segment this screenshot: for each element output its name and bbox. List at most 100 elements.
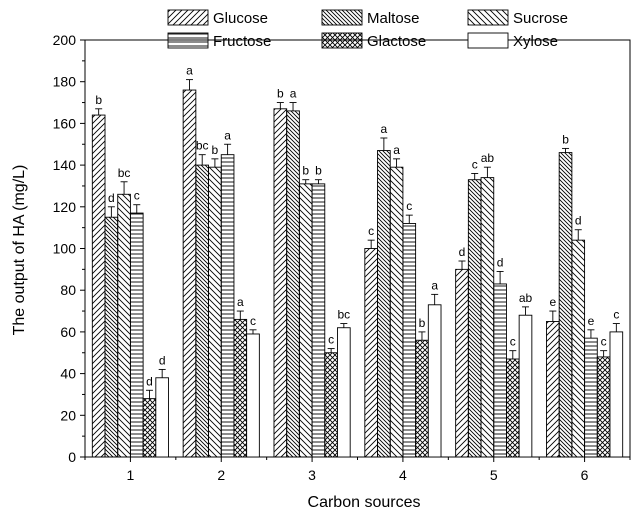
significance-letter: b xyxy=(562,132,569,146)
bar xyxy=(480,177,495,458)
bar xyxy=(467,179,482,458)
bar xyxy=(546,321,560,458)
bar xyxy=(286,110,300,458)
significance-letter: a xyxy=(224,128,231,142)
bar xyxy=(427,304,442,458)
legend-swatch xyxy=(167,32,209,49)
bar xyxy=(493,283,507,458)
bar xyxy=(142,398,157,458)
bar xyxy=(402,223,417,458)
significance-letter: d xyxy=(108,191,115,205)
x-tick-label: 5 xyxy=(490,467,498,483)
y-tick-label: 180 xyxy=(53,74,77,90)
significance-letter: c xyxy=(510,335,516,349)
y-tick-label: 160 xyxy=(53,115,77,131)
bar xyxy=(571,239,586,458)
legend-swatch xyxy=(321,32,363,49)
bar xyxy=(104,216,119,458)
y-axis-label: The output of HA (mg/L) xyxy=(11,165,28,336)
bar xyxy=(91,114,106,458)
legend-label: Maltose xyxy=(367,10,420,27)
y-tick-label: 20 xyxy=(60,407,76,423)
x-axis-label: Carbon sources xyxy=(308,494,421,511)
bar xyxy=(129,212,144,458)
bar xyxy=(455,268,469,458)
bar xyxy=(518,314,533,458)
significance-letter: bc xyxy=(118,166,131,180)
x-tick-label: 1 xyxy=(127,467,135,483)
bar xyxy=(415,339,429,458)
significance-letter: a xyxy=(237,295,244,309)
legend-swatch xyxy=(167,9,209,26)
significance-letter: b xyxy=(302,164,309,178)
significance-letter: bc xyxy=(196,139,209,153)
y-tick-label: 100 xyxy=(53,241,77,257)
bar xyxy=(195,164,210,458)
legend-swatch xyxy=(467,9,509,26)
significance-letter: c xyxy=(472,157,478,171)
bar xyxy=(389,166,404,458)
significance-letter: ab xyxy=(481,151,495,165)
significance-letter: e xyxy=(588,314,595,328)
y-tick-label: 60 xyxy=(60,324,76,340)
bar xyxy=(364,248,378,458)
significance-letter: a xyxy=(431,278,438,292)
significance-letter: e xyxy=(549,295,556,309)
x-tick-label: 4 xyxy=(399,467,407,483)
significance-letter: ab xyxy=(519,291,533,305)
bar xyxy=(298,183,313,458)
bar xyxy=(324,352,338,458)
bar xyxy=(596,356,611,458)
bar xyxy=(506,358,520,458)
bar xyxy=(220,154,235,458)
significance-letter: c xyxy=(406,199,412,213)
significance-letter: d xyxy=(159,353,166,367)
bar xyxy=(246,333,260,458)
bar xyxy=(609,331,624,458)
legend-label: Sucrose xyxy=(513,10,568,27)
significance-letter: b xyxy=(419,316,426,330)
y-tick-label: 200 xyxy=(53,32,77,48)
significance-letter: d xyxy=(497,255,504,269)
y-tick-label: 80 xyxy=(60,282,76,298)
significance-letter: a xyxy=(186,64,193,78)
bar xyxy=(208,166,222,458)
y-tick-label: 120 xyxy=(53,199,77,215)
bar xyxy=(117,193,131,458)
significance-letter: a xyxy=(290,87,297,101)
x-tick-label: 2 xyxy=(217,467,225,483)
significance-letter: d xyxy=(146,374,153,388)
significance-letter: a xyxy=(393,143,400,157)
significance-letter: b xyxy=(315,164,322,178)
legend-swatch xyxy=(467,32,509,49)
significance-letter: d xyxy=(575,214,582,228)
x-tick-label: 6 xyxy=(581,467,589,483)
significance-letter: c xyxy=(368,224,374,238)
legend-swatch xyxy=(321,9,363,26)
legend-label: Xylose xyxy=(513,33,558,50)
bar xyxy=(337,327,351,458)
significance-letter: d xyxy=(459,245,466,259)
significance-letter: b xyxy=(277,87,284,101)
significance-letter: c xyxy=(613,308,619,322)
legend-label: Glactose xyxy=(367,33,426,50)
legend: Glucose Maltose Sucrose Fructose Glactose Xyl… xyxy=(167,9,568,50)
bar xyxy=(233,318,248,458)
axes: 0 20 40 60 80 100 120 140 160 180 200 1 2 3 4 5 6 xyxy=(53,32,631,483)
significance-letter: a xyxy=(381,122,388,136)
bar xyxy=(584,337,598,458)
y-tick-label: 0 xyxy=(68,449,76,465)
significance-letter: c xyxy=(134,189,140,203)
bar xyxy=(273,108,288,458)
significance-letter: c xyxy=(250,314,256,328)
bar xyxy=(558,152,573,458)
x-tick-label: 3 xyxy=(308,467,316,483)
bar xyxy=(182,89,197,458)
significance-letter: b xyxy=(212,143,219,157)
legend-label: Glucose xyxy=(213,10,268,27)
significance-letter: c xyxy=(328,333,334,347)
bar xyxy=(311,183,326,458)
